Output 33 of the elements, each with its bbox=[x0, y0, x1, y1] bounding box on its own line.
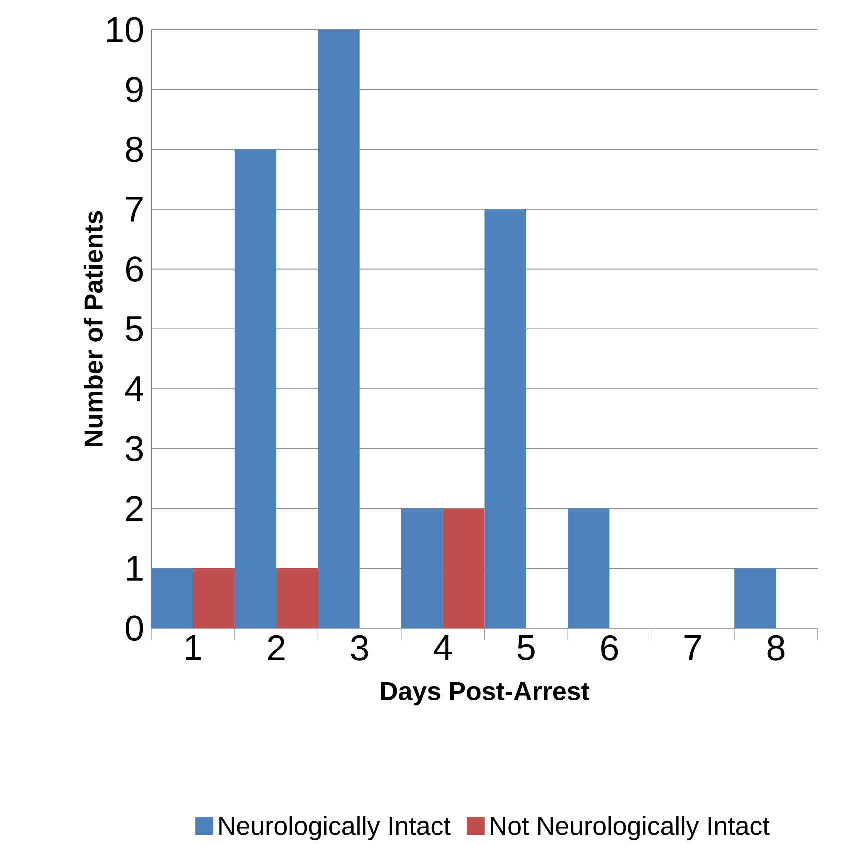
legend-label: Neurologically Intact bbox=[220, 816, 451, 840]
x-tick-label: 6 bbox=[602, 635, 618, 661]
y-tick-label: 9 bbox=[126, 77, 143, 102]
bar bbox=[193, 568, 235, 628]
bar bbox=[734, 568, 776, 628]
bar bbox=[318, 30, 360, 628]
y-axis-title: Number of Patients bbox=[84, 211, 104, 446]
bar bbox=[402, 508, 444, 628]
y-tick-label: 5 bbox=[126, 316, 144, 342]
bar bbox=[276, 568, 318, 628]
bar bbox=[443, 508, 485, 628]
x-tick-label: 5 bbox=[518, 635, 535, 660]
legend-label: Not Neurologically Intact bbox=[491, 816, 770, 840]
y-tick-label: 0 bbox=[126, 616, 144, 642]
y-tick-label: 3 bbox=[126, 436, 144, 462]
x-tick-label: 7 bbox=[684, 635, 702, 660]
x-tick-label: 2 bbox=[268, 635, 285, 660]
y-tick-label: 2 bbox=[126, 496, 143, 522]
x-tick-label: 1 bbox=[186, 635, 202, 660]
bar bbox=[152, 568, 194, 628]
y-tick-label: 8 bbox=[126, 136, 144, 162]
x-tick-label: 8 bbox=[768, 635, 785, 661]
y-tick-label: 6 bbox=[126, 256, 144, 282]
y-tick-label: 10 bbox=[107, 17, 144, 43]
bar bbox=[484, 209, 526, 628]
y-tick-label: 4 bbox=[126, 376, 144, 402]
y-tick-label: 7 bbox=[126, 197, 143, 222]
x-axis-title: Days Post-Arrest bbox=[381, 682, 590, 706]
y-tick-label: 1 bbox=[127, 556, 143, 581]
x-tick-label: 4 bbox=[434, 635, 452, 660]
x-tick-label: 3 bbox=[351, 635, 368, 661]
bar bbox=[568, 508, 610, 628]
bar bbox=[234, 150, 277, 628]
